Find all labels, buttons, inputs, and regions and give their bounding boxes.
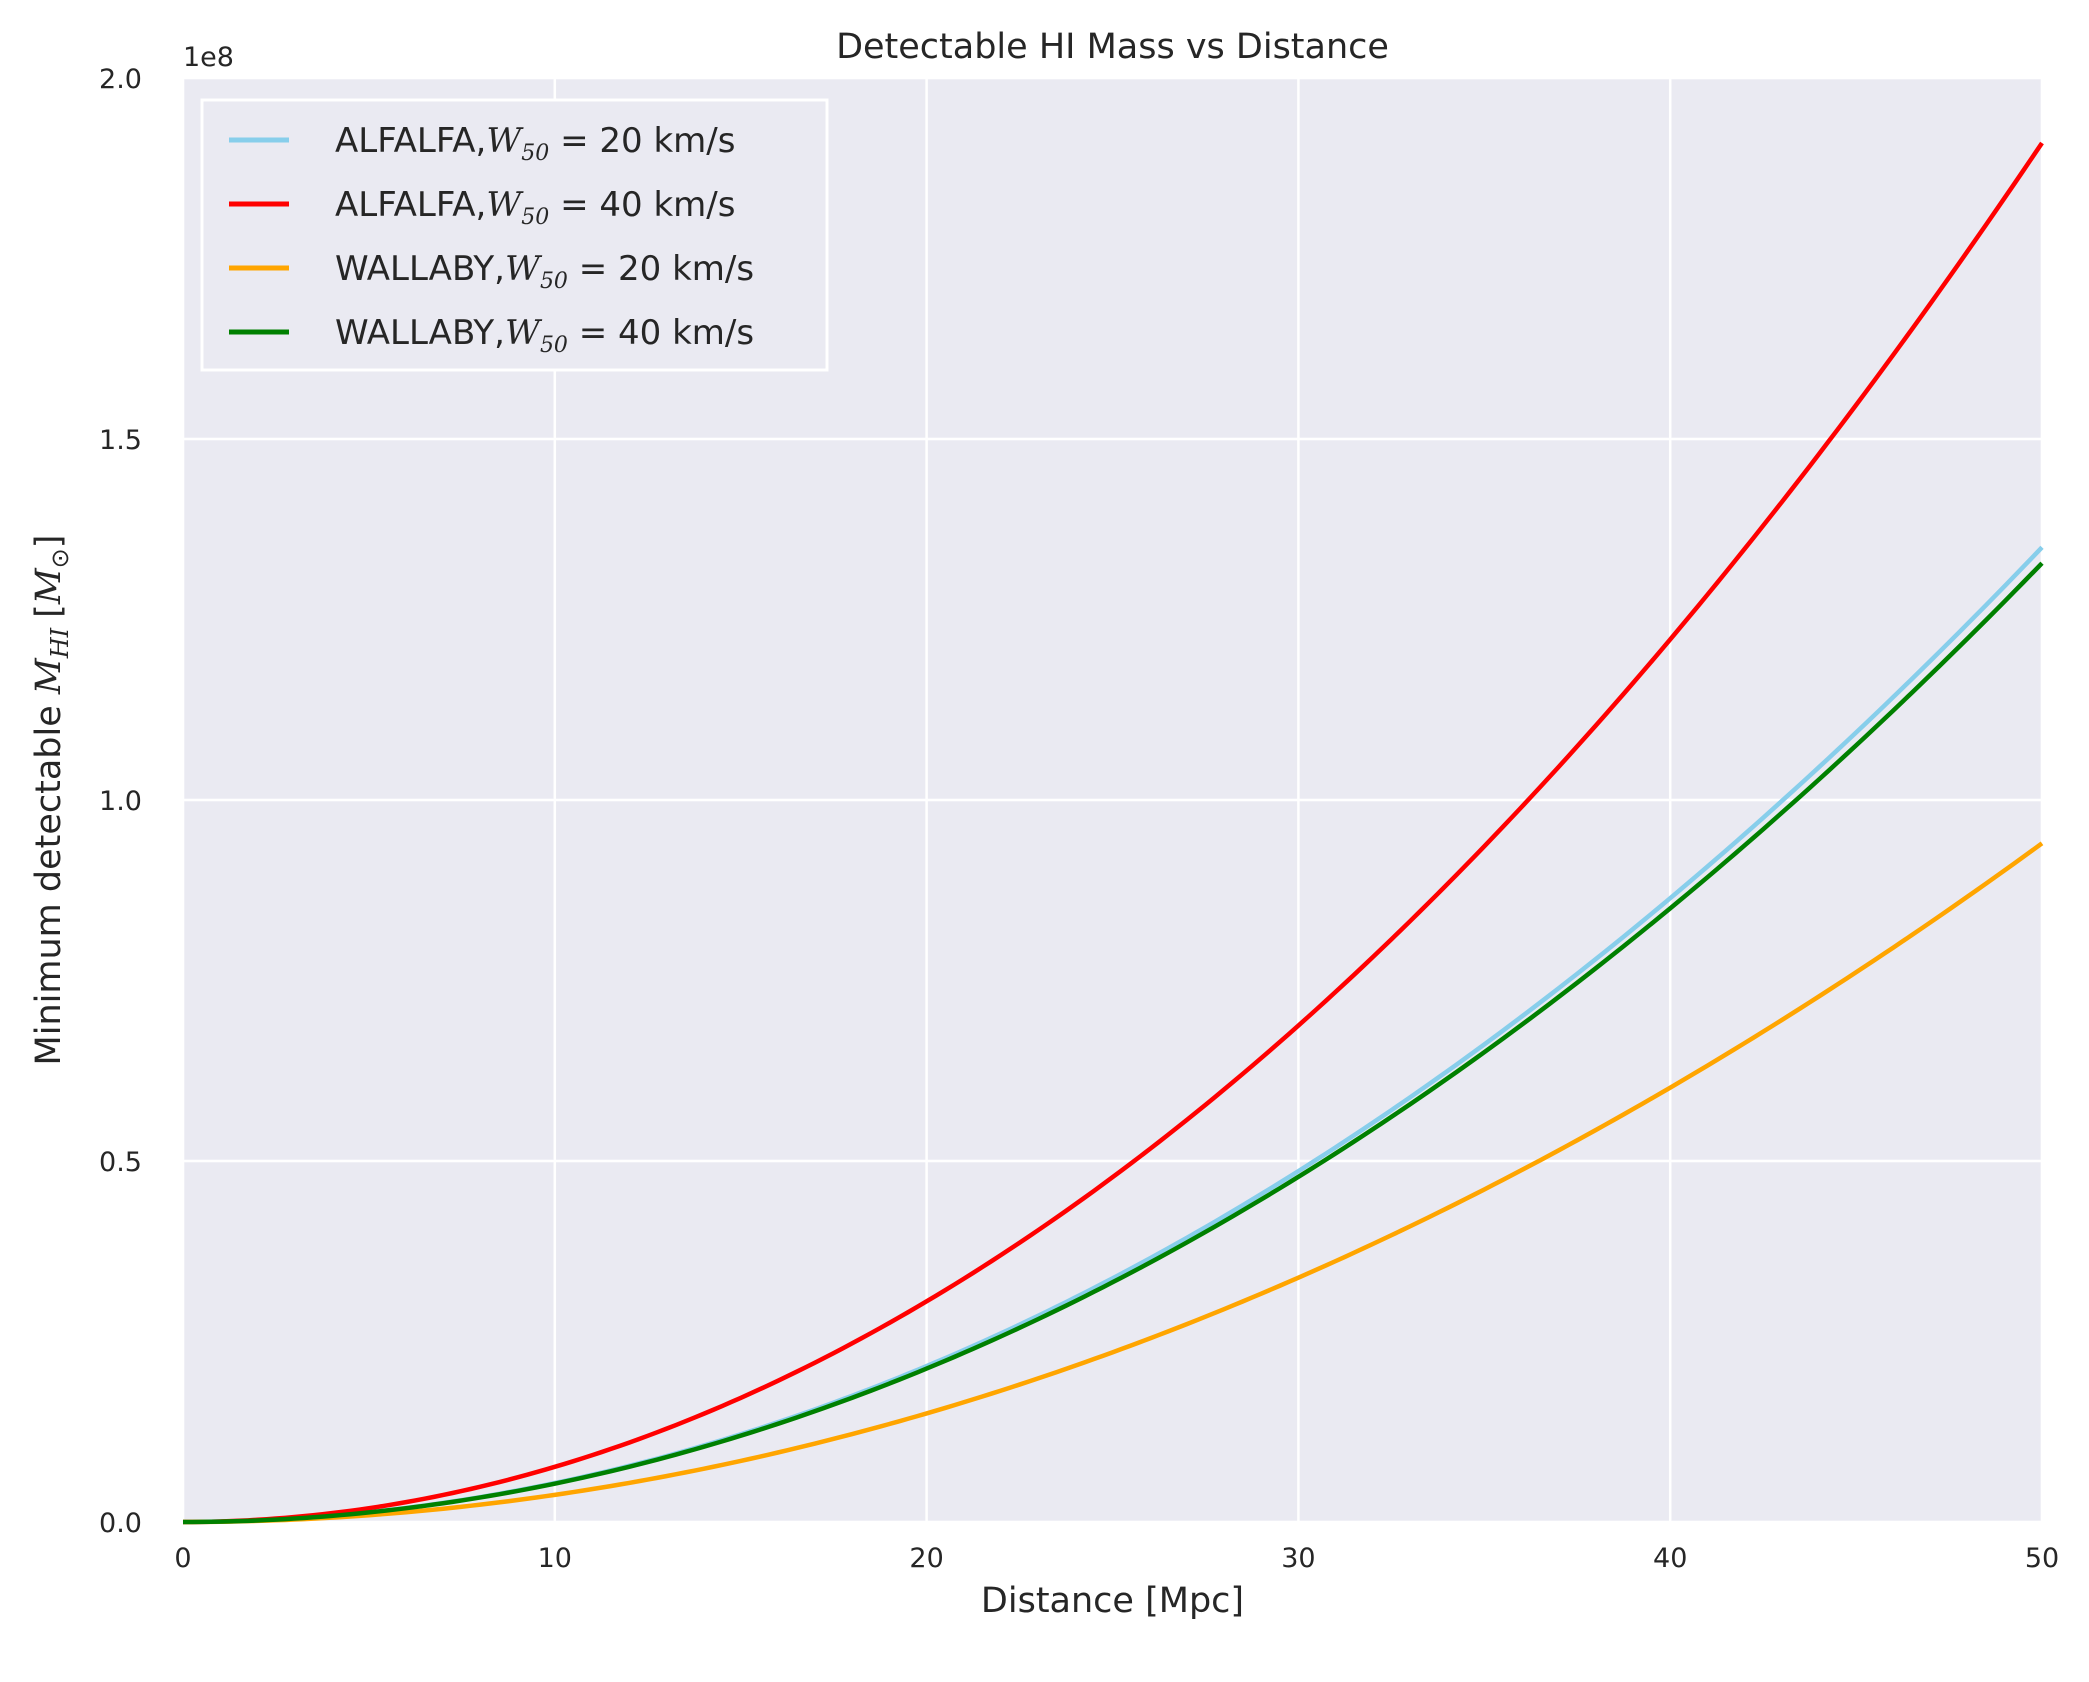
legend-entry-symbol: W bbox=[505, 313, 543, 353]
y-tick-label: 1.5 bbox=[99, 425, 142, 456]
series-line bbox=[182, 141, 2044, 1525]
legend-entry-symbol: W bbox=[486, 121, 524, 161]
legend-entry-suffix: = 40 km/s bbox=[568, 313, 754, 353]
x-tick-label: 10 bbox=[538, 1543, 572, 1574]
legend-entry-symbol: W bbox=[505, 249, 543, 289]
legend-entry-subscript: 50 bbox=[521, 141, 549, 166]
chart-title: Detectable HI Mass vs Distance bbox=[836, 27, 1389, 67]
legend-entry-subscript: 50 bbox=[540, 333, 568, 358]
y-axis-label: Minimum detectable MHI[M⊙] bbox=[29, 535, 74, 1066]
legend-entry-subscript: 50 bbox=[521, 205, 549, 230]
legend-entry-suffix: = 20 km/s bbox=[549, 121, 735, 161]
legend-entry: ALFALFA,W50 = 40 km/s bbox=[335, 185, 735, 230]
legend-entry-prefix: ALFALFA, bbox=[335, 121, 486, 161]
y-axis-label-unit-subscript: ⊙ bbox=[46, 548, 74, 568]
legend-entry-prefix: ALFALFA, bbox=[335, 185, 486, 225]
legend-entry-subscript: 50 bbox=[540, 269, 568, 294]
y-offset-label: 1e8 bbox=[183, 42, 234, 73]
series-lines bbox=[182, 141, 2044, 1525]
legend-entry-suffix: = 40 km/s bbox=[549, 185, 735, 225]
legend-entry: WALLABY,W50 = 20 km/s bbox=[335, 249, 754, 294]
legend-entry-symbol: W bbox=[486, 185, 524, 225]
grid bbox=[181, 76, 2044, 1524]
y-axis-label-unit-symbol: M bbox=[29, 567, 69, 605]
series-line bbox=[182, 561, 2044, 1525]
x-tick-label: 20 bbox=[909, 1543, 943, 1574]
legend-entry-suffix: = 20 km/s bbox=[568, 249, 754, 289]
y-tick-label: 1.0 bbox=[99, 786, 142, 817]
y-axis-label-symbol: M bbox=[29, 657, 69, 695]
legend-entry: ALFALFA,W50 = 20 km/s bbox=[335, 121, 735, 166]
x-tick-label: 0 bbox=[174, 1543, 191, 1574]
series-line bbox=[182, 841, 2044, 1525]
y-axis-label-unit-close: ] bbox=[29, 535, 69, 549]
tick-labels: 0 10 20 30 40 50 0.0 0.5 1.0 1.5 2.0 bbox=[99, 64, 2059, 1574]
x-tick-label: 30 bbox=[1281, 1543, 1315, 1574]
y-tick-label: 2.0 bbox=[99, 64, 142, 95]
legend-entry-prefix: WALLABY, bbox=[335, 249, 505, 289]
x-tick-label: 50 bbox=[2025, 1543, 2059, 1574]
y-axis-label-unit-open: [ bbox=[29, 604, 69, 618]
legend-entry-prefix: WALLABY, bbox=[335, 313, 505, 353]
x-axis-label: Distance [Mpc] bbox=[981, 1581, 1244, 1621]
y-axis-label-text: Minimum detectable bbox=[29, 694, 69, 1065]
legend-entry: WALLABY,W50 = 40 km/s bbox=[335, 313, 754, 358]
y-tick-label: 0.5 bbox=[99, 1147, 142, 1178]
y-axis-label-subscript: HI bbox=[46, 627, 74, 659]
y-tick-label: 0.0 bbox=[99, 1508, 142, 1539]
x-tick-label: 40 bbox=[1653, 1543, 1687, 1574]
legend-box bbox=[200, 98, 829, 372]
